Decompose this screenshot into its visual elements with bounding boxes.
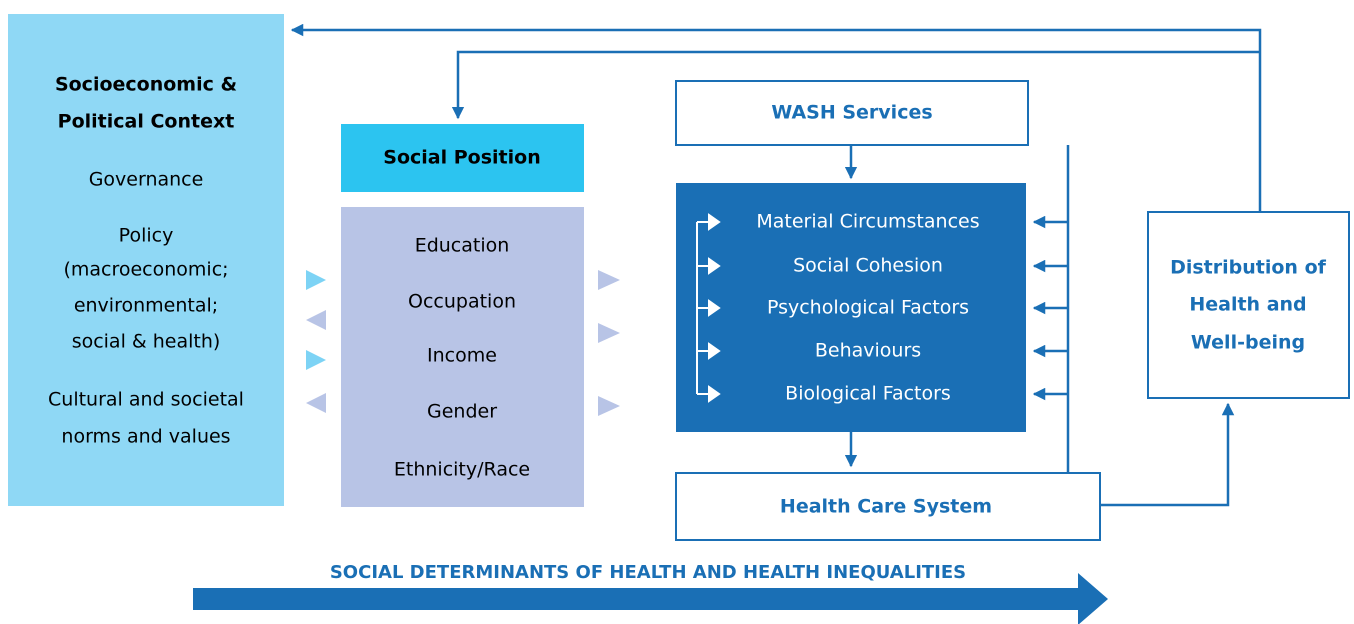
distribution-title: Distribution of [1170, 257, 1327, 279]
health-care-title: Health Care System [780, 496, 992, 518]
context-item: (macroeconomic; [63, 259, 228, 281]
bracket-arrow [697, 299, 721, 317]
social-position-box [341, 207, 584, 507]
distribution-title: Health and [1189, 294, 1306, 316]
intermediary-box [676, 183, 1026, 432]
social-position-header [341, 124, 584, 192]
social-position-item: Occupation [408, 291, 516, 313]
intermediary-item: Material Circumstances [756, 211, 979, 233]
intermediary-item: Psychological Factors [767, 297, 969, 319]
intermediary-item: Behaviours [815, 340, 921, 362]
bracket-arrow [697, 257, 721, 275]
context-box [8, 14, 284, 506]
context-item: norms and values [61, 426, 230, 448]
distribution-box [1147, 211, 1350, 399]
distribution-title: Well-being [1191, 332, 1305, 354]
social-position-item: Education [415, 235, 510, 257]
context-item: Governance [89, 169, 204, 191]
social-position-title: Social Position [383, 147, 540, 169]
health-care-box [675, 472, 1101, 541]
context-title: Political Context [58, 111, 235, 133]
intermediary-item: Biological Factors [785, 383, 951, 405]
exchange-triangles [306, 270, 620, 416]
footer-title: SOCIAL DETERMINANTS OF HEALTH AND HEALTH… [330, 562, 966, 583]
footer-arrow [193, 573, 1108, 624]
context-title: Socioeconomic & [55, 74, 237, 96]
bracket-arrow [697, 385, 721, 403]
bracket-arrow [697, 342, 721, 360]
wash-title: WASH Services [771, 102, 932, 124]
social-position-item: Income [427, 345, 497, 367]
context-item: Policy [119, 225, 174, 247]
intermediary-item: Social Cohesion [793, 255, 943, 277]
context-item: environmental; [74, 295, 218, 317]
context-item: Cultural and societal [48, 389, 244, 411]
bracket-arrow [697, 213, 721, 231]
context-item: social & health) [72, 331, 221, 353]
social-position-item: Gender [427, 401, 497, 423]
social-position-item: Ethnicity/Race [394, 459, 530, 481]
